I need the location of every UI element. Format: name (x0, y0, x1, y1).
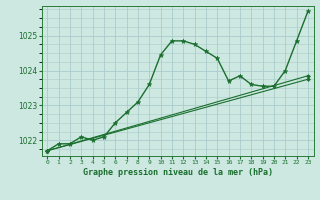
X-axis label: Graphe pression niveau de la mer (hPa): Graphe pression niveau de la mer (hPa) (83, 168, 273, 177)
